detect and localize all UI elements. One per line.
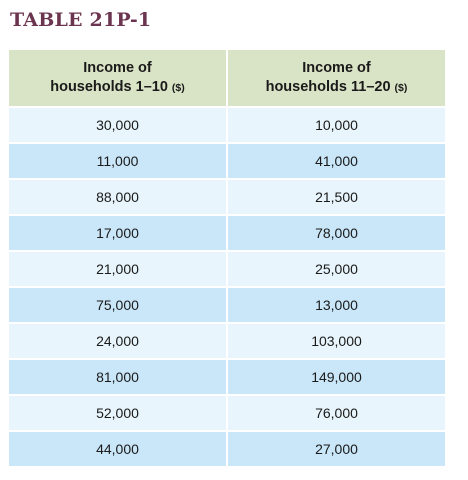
income-cell-households-1-10: 81,000 xyxy=(9,358,227,395)
table-row: 75,000 13,000 xyxy=(9,286,445,323)
income-cell-households-11-20: 10,000 xyxy=(226,106,445,143)
table-row: 21,000 25,000 xyxy=(9,250,445,287)
table-row: 30,000 10,000 xyxy=(9,106,445,143)
income-cell-households-11-20: 78,000 xyxy=(226,214,445,251)
table-row: 17,000 78,000 xyxy=(9,214,445,251)
table-row: 88,000 21,500 xyxy=(9,178,445,215)
column-header-households-11-20: Income of households 11–20 ($) xyxy=(226,50,445,107)
table-row: 52,000 76,000 xyxy=(9,394,445,431)
income-cell-households-1-10: 24,000 xyxy=(9,322,227,359)
income-cell-households-1-10: 52,000 xyxy=(9,394,227,431)
income-table: Income of households 1–10 ($) Income of … xyxy=(9,50,445,466)
table-row: 24,000 103,000 xyxy=(9,322,445,359)
income-cell-households-11-20: 21,500 xyxy=(226,178,445,215)
income-cell-households-1-10: 11,000 xyxy=(9,142,227,179)
table-row: 81,000 149,000 xyxy=(9,358,445,395)
header-row: Income of households 1–10 ($) Income of … xyxy=(9,50,445,107)
income-cell-households-1-10: 17,000 xyxy=(9,214,227,251)
column-header-unit: ($) xyxy=(171,81,185,94)
income-cell-households-11-20: 27,000 xyxy=(226,430,445,466)
income-cell-households-1-10: 44,000 xyxy=(9,430,227,466)
column-header-unit: ($) xyxy=(394,81,408,94)
column-header-line2: households 1–10 xyxy=(50,78,168,95)
income-cell-households-1-10: 30,000 xyxy=(9,106,227,143)
income-cell-households-11-20: 41,000 xyxy=(226,142,445,179)
income-cell-households-11-20: 25,000 xyxy=(226,250,445,287)
income-cell-households-1-10: 75,000 xyxy=(9,286,227,323)
column-header-line2: households 11–20 xyxy=(265,78,391,95)
column-header-line1: Income of xyxy=(83,59,152,76)
column-header-line1: Income of xyxy=(302,59,371,76)
table-title: TABLE 21P-1 xyxy=(10,9,152,31)
column-header-households-1-10: Income of households 1–10 ($) xyxy=(9,50,227,107)
income-cell-households-1-10: 88,000 xyxy=(9,178,227,215)
income-cell-households-11-20: 13,000 xyxy=(226,286,445,323)
income-cell-households-11-20: 76,000 xyxy=(226,394,445,431)
income-cell-households-11-20: 149,000 xyxy=(226,358,445,395)
table-row: 44,000 27,000 xyxy=(9,430,445,466)
income-cell-households-11-20: 103,000 xyxy=(226,322,445,359)
table-row: 11,000 41,000 xyxy=(9,142,445,179)
income-cell-households-1-10: 21,000 xyxy=(9,250,227,287)
